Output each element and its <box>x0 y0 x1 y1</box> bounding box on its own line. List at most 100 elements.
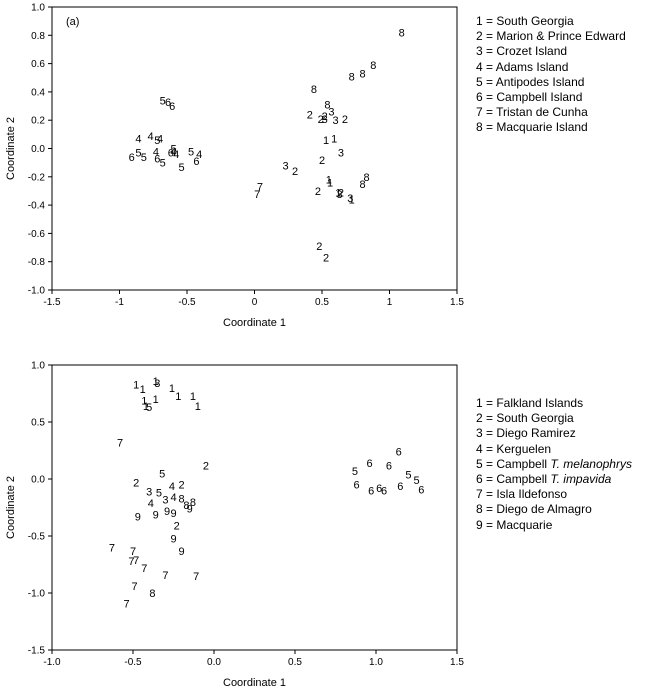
data-point: 2 <box>203 460 209 472</box>
data-point: 5 <box>135 148 141 160</box>
y-tick-label: 1.0 <box>31 361 45 372</box>
data-point: 4 <box>169 481 175 493</box>
data-point: 3 <box>146 487 152 499</box>
data-point: 5 <box>179 162 185 174</box>
data-point: 6 <box>165 97 171 109</box>
legend-entry: 8 = Diego de Almagro <box>476 502 592 517</box>
data-point: 2 <box>319 155 325 167</box>
y-tick-label: -0.8 <box>28 257 46 268</box>
y-tick-label: -1.0 <box>28 286 46 297</box>
legend-entry-species: T. melanophrys <box>550 456 632 471</box>
legend-entry: 8 = Macquarie Island <box>476 120 588 135</box>
data-point: 1 <box>349 194 355 206</box>
data-point: 7 <box>141 563 147 575</box>
legend-panel-a: 1 = South Georgia 2 = Marion & Prince Edw… <box>476 14 626 136</box>
data-point: 4 <box>147 131 153 143</box>
legend-entry-prefix: 6 = Campbell <box>476 472 551 487</box>
data-point: 7 <box>130 546 136 558</box>
data-point: 1 <box>169 383 175 395</box>
legend-entry: 5 = Antipodes Island <box>476 74 585 89</box>
data-point: 9 <box>170 533 176 545</box>
legend-entry: 7 = Tristan de Cunha <box>476 105 588 120</box>
y-tick-label: -0.4 <box>28 201 46 212</box>
x-tick-label: -1.0 <box>43 657 61 668</box>
y-axis-label: Coordinate 2 <box>5 476 17 539</box>
data-point: 2 <box>315 186 321 198</box>
data-point: 1 <box>327 177 333 189</box>
data-point: 1 <box>195 401 201 413</box>
x-tick-label: 0.5 <box>288 657 302 668</box>
data-point: 4 <box>170 492 176 504</box>
x-axis-label: Coordinate 1 <box>223 677 286 689</box>
data-point: 6 <box>169 101 175 113</box>
x-tick-label: -1.5 <box>43 297 61 308</box>
y-tick-label: 0.8 <box>31 31 45 42</box>
data-point: 4 <box>196 149 202 161</box>
data-point: 5 <box>188 146 194 158</box>
legend-entry: 2 = Marion & Prince Edward <box>476 29 626 44</box>
data-point: 9 <box>187 504 193 516</box>
data-point: 7 <box>128 556 134 568</box>
data-point: 1 <box>175 391 181 403</box>
data-point: 9 <box>179 546 185 558</box>
data-point: 9 <box>164 506 170 518</box>
x-tick-label: -1 <box>115 297 124 308</box>
data-point: 6 <box>129 152 135 164</box>
legend-entry: 2 = South Georgia <box>476 411 574 426</box>
data-point: 8 <box>190 497 196 509</box>
data-point: 1 <box>143 401 149 413</box>
data-point: 7 <box>109 542 115 554</box>
data-point: 8 <box>370 60 376 72</box>
data-point: 4 <box>157 134 163 146</box>
data-point: 6 <box>386 460 392 472</box>
data-point: 7 <box>193 571 199 583</box>
x-tick-label: 1.5 <box>450 657 464 668</box>
legend-entry: 3 = Crozet Island <box>476 44 568 59</box>
data-point: 5 <box>160 95 166 107</box>
legend-entry: 1 = South Georgia <box>476 14 574 28</box>
data-point: 6 <box>376 483 382 495</box>
x-tick-label: -0.5 <box>178 297 196 308</box>
x-axis-label: Coordinate 1 <box>223 317 286 329</box>
data-point: 5 <box>159 468 165 480</box>
data-point: 6 <box>418 484 424 496</box>
data-point: 2 <box>322 111 328 123</box>
data-point: 6 <box>366 458 372 470</box>
data-point: 3 <box>336 189 342 201</box>
y-tick-label: 0.0 <box>31 144 45 155</box>
data-point: 3 <box>328 107 334 119</box>
legend-entry: 9 = Macquarie <box>476 517 553 532</box>
data-point: 7 <box>257 182 263 194</box>
legend-entry: 1 = Falkland Islands <box>476 396 584 410</box>
data-point: 2 <box>316 241 322 253</box>
data-point: 6 <box>397 481 403 493</box>
y-tick-label: -0.5 <box>28 532 46 543</box>
data-point: 5 <box>156 488 162 500</box>
data-point: 6 <box>168 148 174 160</box>
data-point: 1 <box>140 384 146 396</box>
data-point: 3 <box>162 495 168 507</box>
data-point: 6 <box>353 480 359 492</box>
legend-entry: 5 = Campbell T. melanophrys <box>476 457 632 472</box>
data-point: 5 <box>141 152 147 164</box>
x-tick-label: 0 <box>252 297 258 308</box>
data-point: 8 <box>363 172 369 184</box>
legend-entry-prefix: 5 = Campbell <box>476 456 551 471</box>
data-point: 8 <box>359 179 365 191</box>
legend-entry: 3 = Diego Ramirez <box>476 426 576 441</box>
data-point: 2 <box>133 477 139 489</box>
y-tick-label: 1.0 <box>31 3 45 14</box>
data-point: 1 <box>153 394 159 406</box>
legend-panel-b: 1 = Falkland Islands 2 = South Georgia 3 =… <box>476 396 632 533</box>
legend-entry: 7 = Isla Ildefonso <box>476 487 568 502</box>
data-point: 7 <box>123 598 129 610</box>
y-tick-label: 0.4 <box>31 87 45 98</box>
data-point: 4 <box>135 134 141 146</box>
data-point: 8 <box>399 27 405 39</box>
data-point: 7 <box>133 555 139 567</box>
legend-entry: 4 = Kerguelen <box>476 441 552 456</box>
data-point: 6 <box>193 156 199 168</box>
data-point: 1 <box>153 376 159 388</box>
y-tick-label: -0.2 <box>28 172 46 183</box>
